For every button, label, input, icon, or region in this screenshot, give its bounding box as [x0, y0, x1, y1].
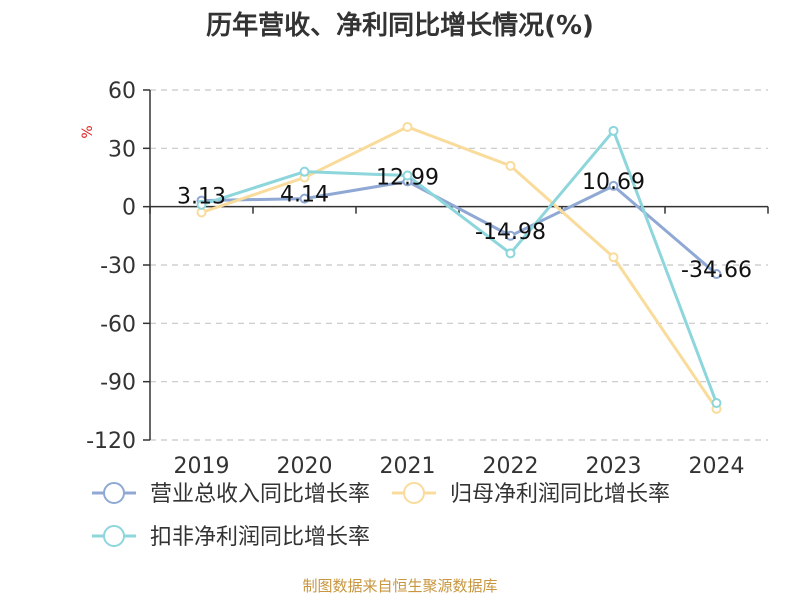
legend-label: 营业总收入同比增长率 — [150, 482, 370, 507]
data-point — [505, 248, 516, 259]
legend-label: 扣非净利润同比增长率 — [150, 525, 370, 550]
x-tick-label: 2020 — [277, 454, 333, 479]
data-labels: 3.13 4.14 12.99 -14.98 10.69 -34.66 — [177, 165, 752, 283]
x-tick-label: 2021 — [380, 454, 436, 479]
legend-marker — [403, 482, 425, 504]
axes — [143, 89, 769, 441]
data-label: 10.69 — [582, 170, 645, 195]
data-point — [402, 170, 413, 181]
legend-item-1[interactable]: 营业总收入同比增长率 — [92, 482, 370, 507]
data-point — [505, 160, 516, 171]
series-line-1 — [201, 179, 718, 276]
data-point — [196, 199, 207, 210]
y-tick-label: -30 — [100, 254, 136, 279]
x-tick-label: 2024 — [689, 454, 745, 479]
data-point — [299, 166, 310, 177]
series-line-2 — [201, 125, 718, 410]
y-tick-label: -60 — [100, 312, 136, 337]
series-points — [196, 121, 722, 414]
data-point — [608, 125, 619, 136]
x-tick-labels: 2019 2020 2021 2022 2023 2024 — [174, 454, 745, 479]
data-point — [608, 252, 619, 263]
data-label: 3.13 — [177, 185, 226, 210]
chart-title: 历年营收、净利同比增长情况(%) — [206, 10, 594, 41]
data-point — [505, 230, 516, 241]
legend-marker — [103, 525, 125, 547]
data-point — [402, 121, 413, 132]
x-tick-label: 2023 — [586, 454, 642, 479]
grid-lines — [150, 89, 768, 441]
series-lines — [201, 125, 718, 410]
y-tick-label: 30 — [108, 137, 136, 162]
x-tick-label: 2022 — [483, 454, 539, 479]
data-point — [711, 269, 722, 280]
y-tick-label: -90 — [100, 371, 136, 396]
legend-item-2[interactable]: 归母净利润同比增长率 — [392, 482, 670, 507]
x-tick-label: 2019 — [174, 454, 230, 479]
y-tick-label: 0 — [122, 196, 136, 221]
data-label: -34.66 — [681, 258, 752, 283]
data-label: -14.98 — [475, 220, 546, 245]
data-label: 12.99 — [376, 165, 439, 190]
y-axis-label: % — [80, 125, 96, 138]
series-line-3 — [201, 129, 718, 404]
legend-item-3[interactable]: 扣非净利润同比增长率 — [92, 525, 370, 550]
data-point — [711, 398, 722, 409]
source-note: 制图数据来自恒生聚源数据库 — [302, 577, 497, 595]
y-tick-labels: 60 30 0 -30 -60 -90 -120 — [86, 79, 136, 454]
legend-label: 归母净利润同比增长率 — [450, 482, 670, 507]
data-point — [608, 180, 619, 191]
data-point — [299, 193, 310, 204]
data-label: 4.14 — [280, 183, 329, 208]
y-tick-label: -120 — [86, 429, 136, 454]
legend-marker — [103, 482, 125, 504]
y-tick-label: 60 — [108, 79, 136, 104]
